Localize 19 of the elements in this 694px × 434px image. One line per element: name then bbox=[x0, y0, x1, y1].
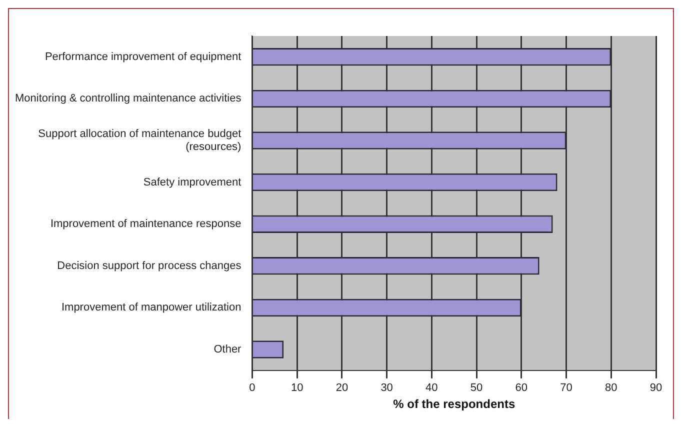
x-tick-label: 70 bbox=[560, 382, 572, 394]
x-tick-label: 40 bbox=[426, 382, 438, 394]
y-tick-label: Safety improvement bbox=[143, 176, 242, 188]
x-tick-label: 60 bbox=[515, 382, 528, 394]
x-tick-label: 10 bbox=[290, 382, 304, 394]
x-tick-label: 50 bbox=[470, 382, 483, 394]
y-tick-label: Support allocation of maintenance budget (resources) bbox=[38, 128, 242, 154]
x-tick-label: 20 bbox=[336, 382, 348, 394]
y-tick-label: Improvement of manpower utilization bbox=[61, 302, 242, 314]
x-axis-title: % of the respondents bbox=[393, 397, 516, 412]
y-tick-label: Improvement of maintenance response bbox=[50, 218, 242, 230]
y-tick-label: Performance improvement of equipment bbox=[44, 50, 242, 63]
x-tick-label: 90 bbox=[650, 382, 662, 394]
y-tick-label: Monitoring & controlling maintenance activities bbox=[14, 92, 242, 105]
y-tick-label: Decision support for process changes bbox=[57, 260, 242, 272]
x-tick-label: 30 bbox=[380, 382, 393, 394]
x-tick-label: 0 bbox=[249, 382, 256, 394]
y-tick-label: Other bbox=[214, 344, 242, 356]
x-tick-label: 80 bbox=[605, 382, 618, 394]
